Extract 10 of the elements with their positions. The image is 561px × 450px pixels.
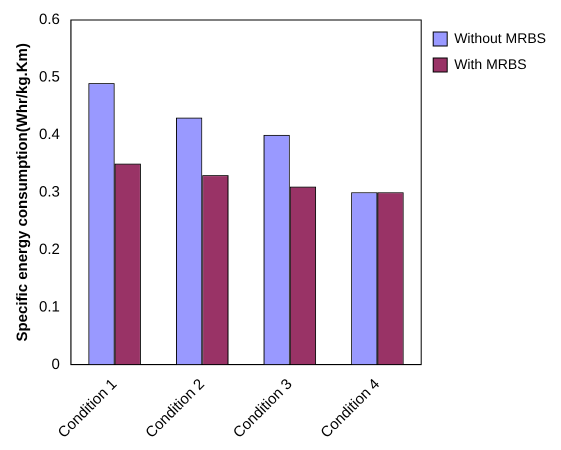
- y-tick-label: 0: [52, 356, 60, 373]
- y-tick-label: 0.4: [38, 126, 60, 144]
- y-tick-label: 0.5: [38, 68, 60, 86]
- legend-label: Without MRBS: [454, 30, 546, 46]
- y-tick-label: 0.6: [38, 11, 60, 28]
- y-tick-label: 0.2: [38, 240, 60, 258]
- y-axis-title: Specific energy consumption(Whr/kg.Km): [14, 43, 32, 342]
- y-tick-label: 0.3: [38, 183, 60, 200]
- y-tick-label: 0.1: [38, 298, 60, 316]
- legend-label: With MRBS: [454, 56, 527, 72]
